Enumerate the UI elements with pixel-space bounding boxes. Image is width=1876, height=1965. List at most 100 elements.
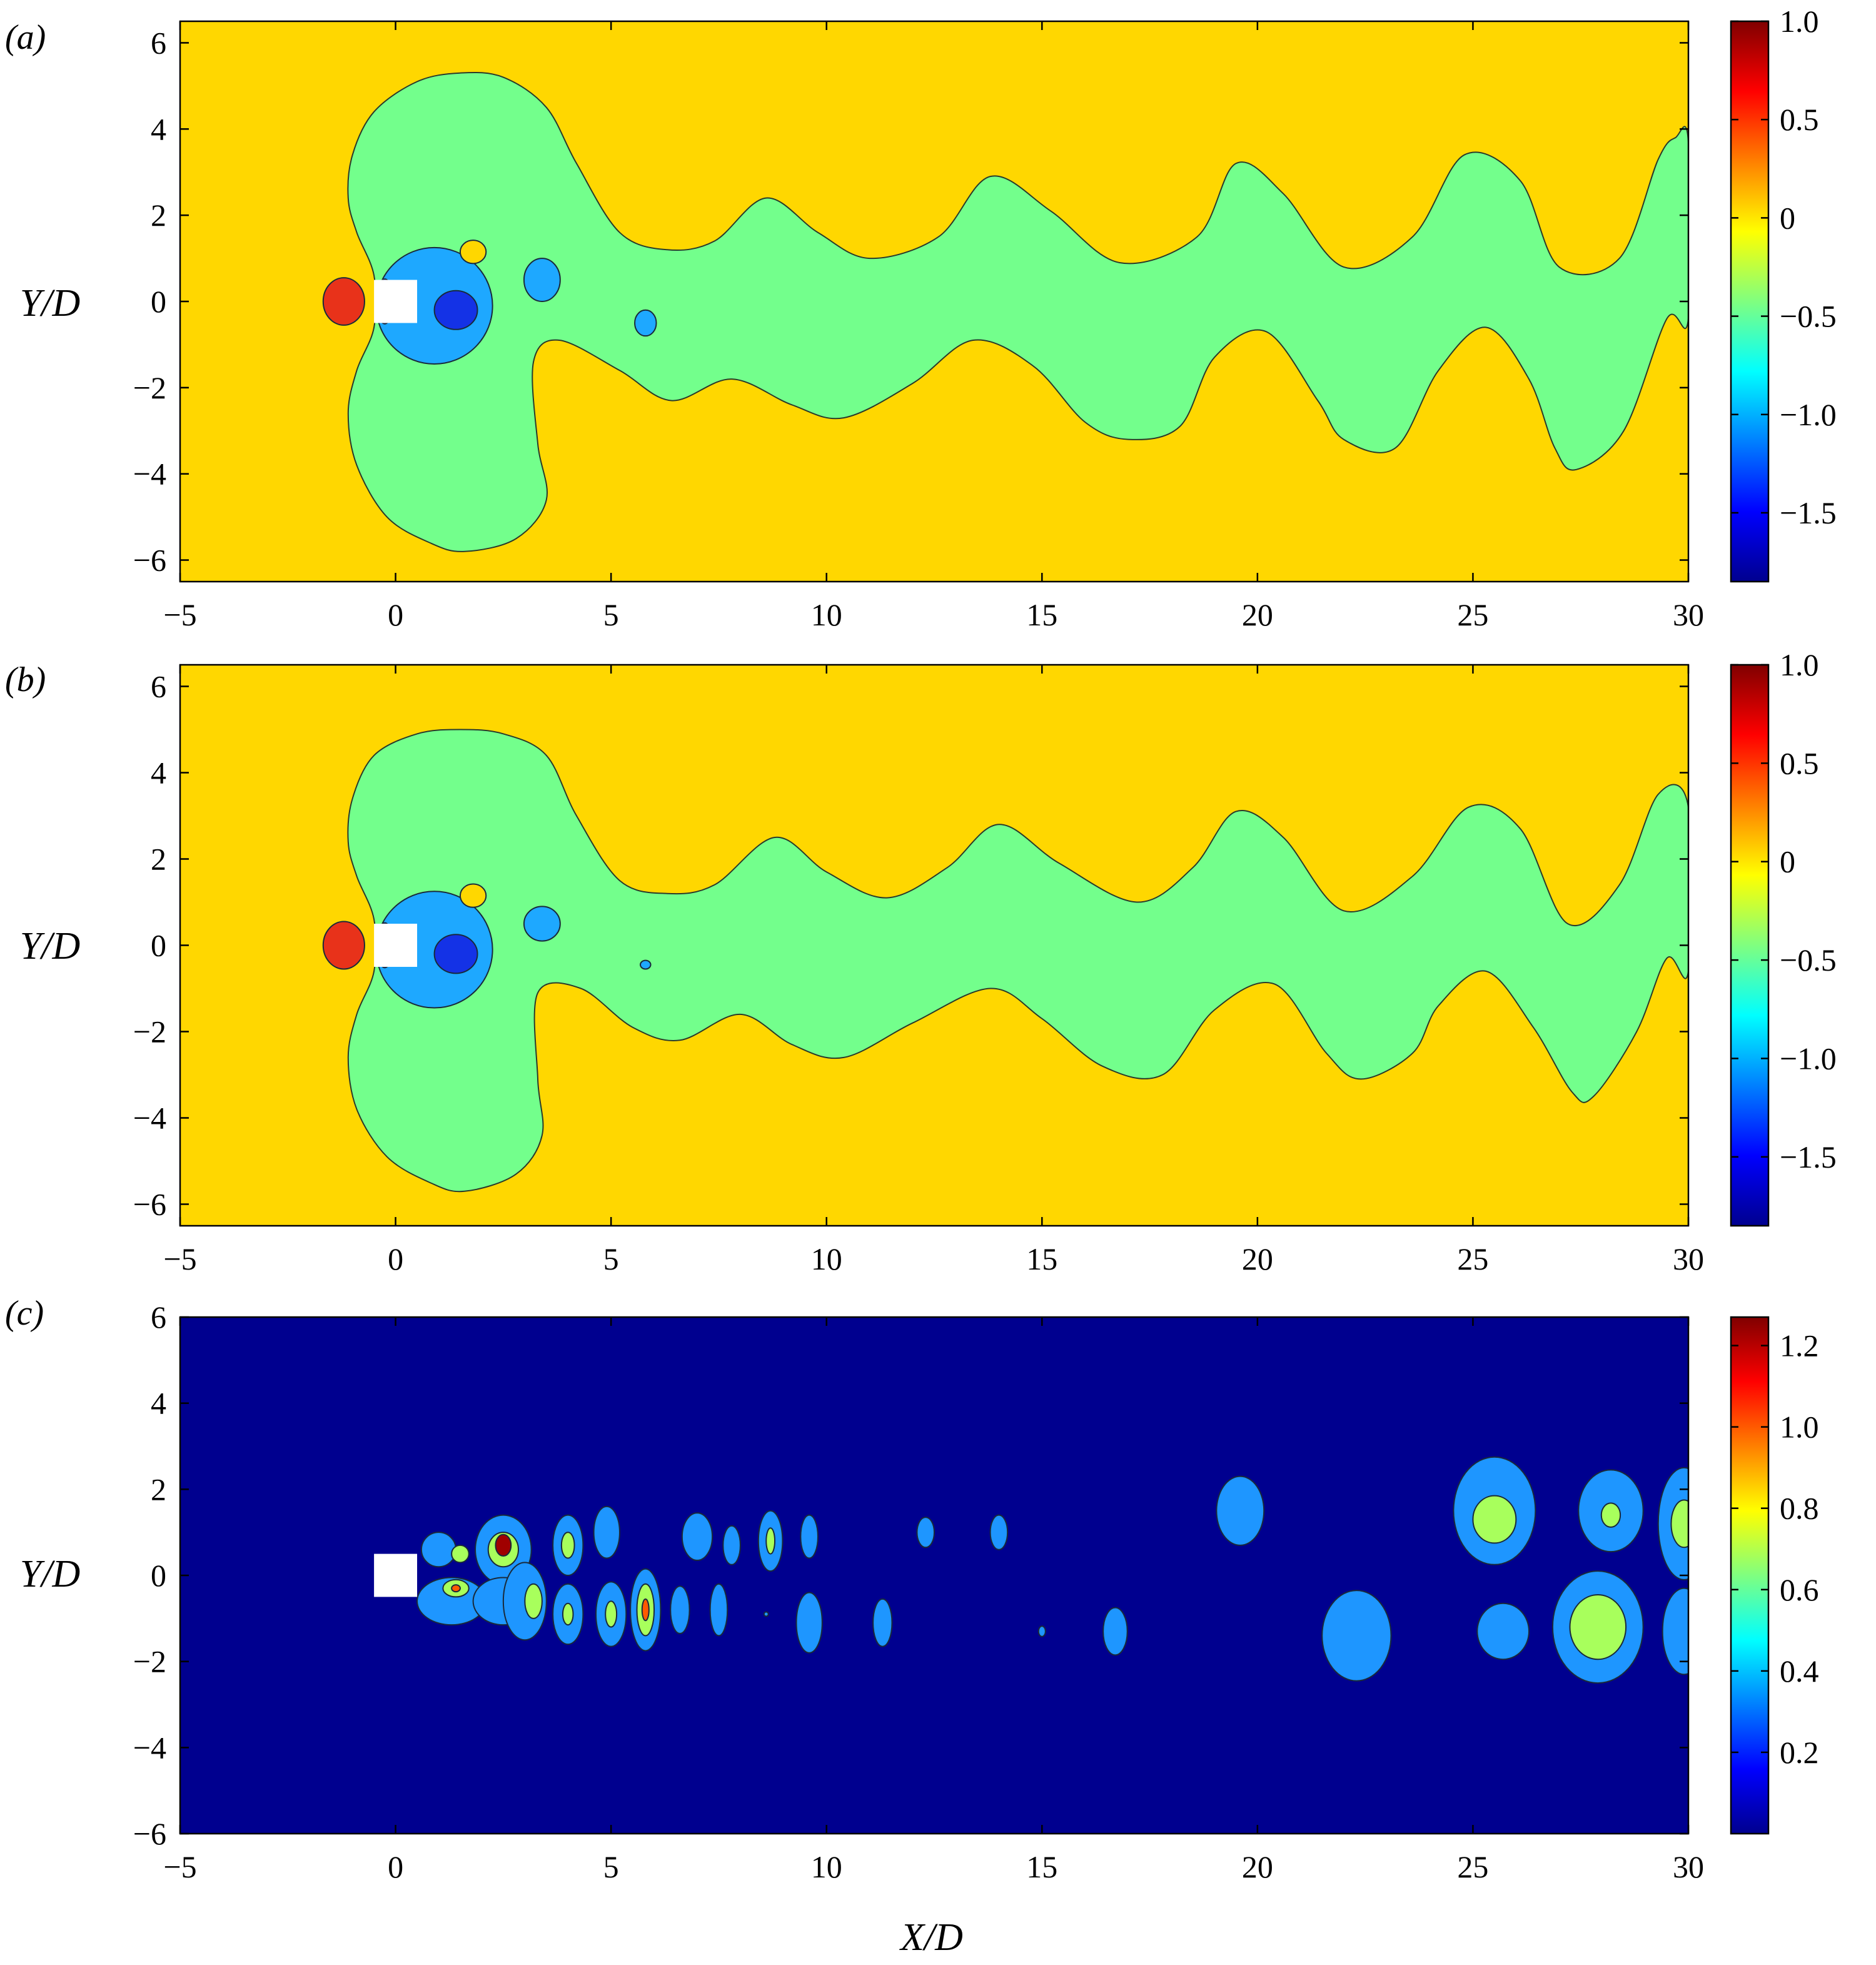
colorbar-tick-label: 0.5 (1780, 102, 1819, 137)
colorbar-tick-label: 0.2 (1780, 1735, 1819, 1770)
y-tick-label: −2 (133, 370, 166, 405)
x-tick-label: 0 (388, 597, 403, 632)
colorbar-tick-label: −1.5 (1780, 1139, 1837, 1174)
x-tick-label: 15 (1026, 1241, 1057, 1276)
contour-blob (641, 1598, 650, 1622)
contour-blob (1476, 1602, 1530, 1660)
contour-blob (1037, 1625, 1046, 1637)
contour-blob (765, 1527, 776, 1555)
y-tick-label: 2 (151, 1472, 166, 1507)
panel-c: −5 0 5 10 15 20 25 30 −6 −4 −2 0 2 4 6 (c) Y/D 1.2 1.0 0.8 0… (5, 1294, 1819, 1884)
y-tick-label: 0 (151, 1558, 166, 1593)
x-tick-label: 30 (1673, 1849, 1704, 1884)
colorbar-tick-label: 0.8 (1780, 1491, 1819, 1526)
y-tick-label: 6 (151, 1300, 166, 1335)
x-tick-label: 20 (1242, 1241, 1273, 1276)
panel-a: −5 0 5 10 15 20 25 30 −6 −4 −2 0 2 4 6 (a) Y/D 1.0 0.5 0 −0.… (5, 4, 1837, 632)
x-tick-label: 20 (1242, 1849, 1273, 1884)
contour-blob (795, 1592, 823, 1654)
contour-blob (420, 1532, 457, 1568)
x-tick-label: 15 (1026, 1849, 1057, 1884)
y-tick-label: −6 (133, 1187, 166, 1222)
contour-blob (322, 921, 365, 970)
y-tick-label: 2 (151, 842, 166, 877)
colorbar-tick-label: 1.0 (1780, 647, 1819, 682)
colorbar-tick-label: 1.0 (1780, 1410, 1819, 1445)
contour-blob (1600, 1502, 1621, 1528)
x-tick-label: −5 (163, 597, 196, 632)
x-tick-label: −5 (163, 1241, 196, 1276)
contour-blob (593, 1505, 620, 1559)
x-tick-label: 10 (811, 597, 842, 632)
colorbar-tick-label: −1.0 (1780, 1041, 1837, 1076)
y-tick-label: −2 (133, 1014, 166, 1049)
contour-blob (1569, 1594, 1627, 1660)
x-tick-label: 25 (1457, 1849, 1488, 1884)
x-tick-label: 25 (1457, 1241, 1488, 1276)
x-tick-label: 15 (1026, 597, 1057, 632)
colorbar-tick-label: 0.5 (1780, 745, 1819, 780)
y-tick-label: −6 (133, 1816, 166, 1851)
contour-blob (433, 290, 478, 330)
colorbar-tick-label: 1.2 (1780, 1328, 1819, 1363)
contour-blob (634, 309, 657, 337)
colorbar-tick-label: 0 (1780, 844, 1795, 879)
contour-blob (451, 1544, 470, 1563)
contour-blob (495, 1533, 512, 1557)
y-tick-label: −4 (133, 1101, 166, 1136)
colorbar (1730, 20, 1770, 583)
colorbar-tick-label: −0.5 (1780, 942, 1837, 977)
y-tick-label: 0 (151, 284, 166, 319)
y-tick-label: 4 (151, 1386, 166, 1421)
y-axis-label: Y/D (20, 282, 80, 325)
contour-blob (800, 1514, 819, 1559)
y-axis-label: Y/D (20, 925, 80, 967)
colorbar-tick-label: 0.6 (1780, 1572, 1819, 1607)
contour-blob (1670, 1499, 1688, 1548)
y-tick-label: 6 (151, 669, 166, 704)
y-tick-label: 6 (151, 25, 166, 60)
x-tick-label: 5 (603, 597, 619, 632)
colorbar (1730, 664, 1770, 1227)
x-tick-label: 30 (1673, 1241, 1704, 1276)
contour-blob (523, 258, 561, 302)
colorbar-tick-label: 1.0 (1780, 4, 1819, 39)
contour-blob (1321, 1590, 1392, 1682)
colorbar-tick-label: −1.0 (1780, 397, 1837, 432)
contour-blob (709, 1583, 729, 1637)
y-tick-label: −6 (133, 543, 166, 578)
y-tick-label: 0 (151, 928, 166, 963)
contour-blob (763, 1611, 769, 1617)
x-tick-label: 25 (1457, 597, 1488, 632)
panel-b: −5 0 5 10 15 20 25 30 −6 −4 −2 0 2 4 6 (b) Y/D 1.0 0.5 0 −0.… (5, 647, 1837, 1276)
wake-contour-band (347, 729, 1688, 1193)
contour-blob (872, 1598, 893, 1647)
contour-blob (722, 1525, 741, 1565)
x-tick-label: 20 (1242, 597, 1273, 632)
contour-blob (670, 1585, 690, 1634)
contour-blob (916, 1517, 935, 1548)
contour-blob (989, 1514, 1009, 1550)
y-tick-label: 2 (151, 198, 166, 233)
contour-blob (562, 1602, 574, 1626)
contour-blob (322, 277, 365, 326)
colorbar-tick-label: 0 (1780, 200, 1795, 235)
square-cylinder (374, 1553, 418, 1597)
panel-label: (c) (5, 1294, 44, 1333)
contour-blob (640, 959, 652, 970)
contour-blob (1662, 1587, 1688, 1675)
contour-blob (523, 906, 561, 942)
y-tick-label: 4 (151, 111, 166, 146)
contour-blob (681, 1512, 714, 1561)
y-axis-label: Y/D (20, 1553, 80, 1595)
contour-blob (451, 1584, 461, 1593)
colorbar-tick-label: 0.4 (1780, 1654, 1819, 1689)
y-tick-label: −2 (133, 1644, 166, 1679)
contour-background (180, 1317, 1688, 1834)
x-tick-label: −5 (163, 1849, 196, 1884)
x-tick-label: 10 (811, 1241, 842, 1276)
contour-blob (1216, 1475, 1265, 1546)
contour-blob (1102, 1607, 1128, 1656)
square-cylinder (374, 280, 418, 323)
